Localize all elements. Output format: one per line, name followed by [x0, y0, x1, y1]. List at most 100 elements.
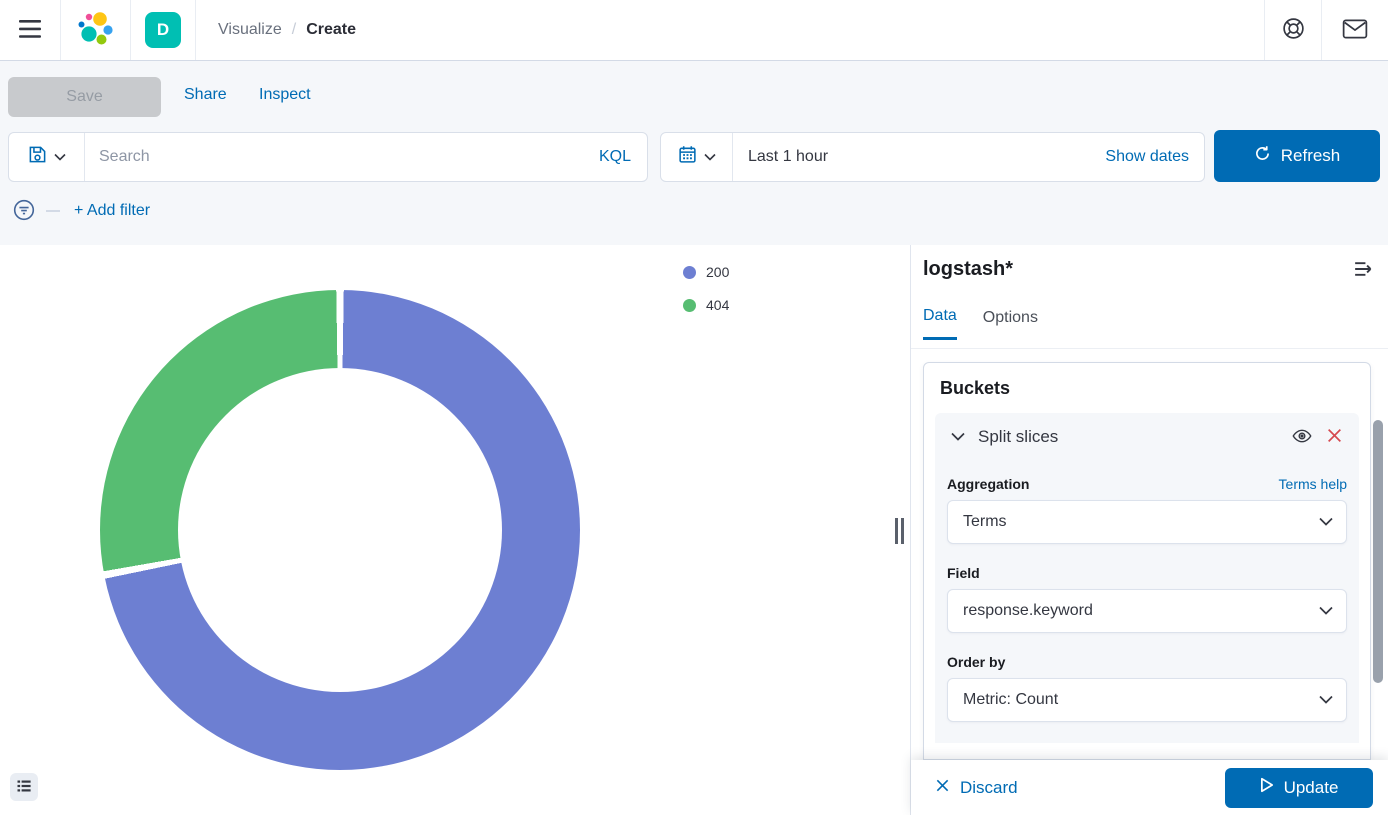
header-divider — [1321, 0, 1322, 60]
breadcrumb-visualize[interactable]: Visualize — [218, 21, 282, 38]
field-select-value: response.keyword — [963, 602, 1093, 619]
visualization-panel: 200 404 — [0, 245, 890, 815]
search-bar: KQL — [8, 132, 648, 182]
aggregation-field-group: Aggregation Terms help Terms — [947, 476, 1347, 544]
menu-right-icon — [1353, 262, 1374, 281]
legend-label-200: 200 — [706, 264, 730, 280]
header-right-actions — [1264, 0, 1388, 60]
legend-item-404[interactable]: 404 — [683, 295, 729, 315]
space-selector-button[interactable]: D — [131, 0, 195, 60]
field-select[interactable]: response.keyword — [947, 589, 1347, 633]
buckets-heading: Buckets — [940, 378, 1011, 398]
add-filter-button[interactable]: + Add filter — [70, 202, 154, 220]
legend-label-404: 404 — [706, 297, 730, 313]
header-divider — [60, 0, 61, 60]
split-slices-label: Split slices — [978, 427, 1059, 446]
time-range-button[interactable]: Last 1 hour — [733, 148, 1090, 166]
play-icon — [1260, 777, 1274, 798]
legend-swatch-200 — [683, 265, 696, 279]
order-by-select[interactable]: Metric: Count — [947, 678, 1347, 722]
donut-chart[interactable] — [100, 290, 580, 770]
chevron-down-icon — [703, 148, 716, 166]
header-divider — [195, 0, 196, 60]
legend-item-200[interactable]: 200 — [683, 262, 729, 282]
refresh-button[interactable]: Refresh — [1214, 130, 1380, 182]
breadcrumb-create: Create — [306, 21, 357, 38]
share-button[interactable]: Share — [184, 86, 227, 103]
chevron-down-icon — [53, 148, 66, 166]
elastic-logo-icon — [77, 10, 115, 51]
remove-bucket-button[interactable] — [1326, 427, 1343, 447]
hamburger-icon — [19, 19, 41, 41]
search-input[interactable] — [85, 148, 583, 166]
mail-icon — [1342, 18, 1368, 43]
split-slices-body: Aggregation Terms help Terms Field — [935, 461, 1359, 722]
chevron-down-icon — [1319, 691, 1333, 709]
filter-circle-icon — [12, 198, 36, 225]
breadcrumb: Visualize / Create — [196, 0, 356, 60]
editor-footer: Discard Update — [911, 760, 1388, 815]
help-button[interactable] — [1265, 0, 1321, 60]
buckets-card: Buckets Split slices — [923, 362, 1371, 760]
save-button[interactable]: Save — [8, 77, 161, 117]
kql-language-button[interactable]: KQL — [583, 148, 647, 166]
save-query-icon — [28, 145, 47, 169]
update-button-label: Update — [1283, 777, 1339, 797]
space-badge: D — [145, 12, 181, 48]
toggle-visibility-button[interactable] — [1291, 425, 1313, 450]
list-icon — [16, 778, 32, 797]
calendar-icon — [678, 145, 697, 169]
show-dates-button[interactable]: Show dates — [1090, 148, 1204, 166]
saved-query-menu-button[interactable] — [9, 133, 85, 181]
tab-data[interactable]: Data — [923, 307, 957, 340]
order-by-field-group: Order by Metric: Count — [947, 654, 1347, 722]
index-pattern-title: logstash* — [923, 258, 1014, 280]
order-by-select-value: Metric: Count — [963, 691, 1059, 708]
aggregation-label: Aggregation — [947, 476, 1030, 492]
discard-button-label: Discard — [960, 777, 1018, 797]
visualization-editor-panel: logstash* Data Options Buckets Split sli… — [910, 245, 1388, 815]
split-slices-header[interactable]: Split slices — [935, 413, 1359, 461]
tabs-divider — [911, 348, 1388, 349]
terms-help-link[interactable]: Terms help — [1278, 476, 1347, 492]
chevron-down-icon — [1319, 513, 1333, 531]
field-label: Field — [947, 565, 980, 581]
header-divider — [1264, 0, 1265, 60]
date-quick-select-button[interactable] — [661, 133, 733, 181]
split-slices-accordion: Split slices — [935, 413, 1359, 743]
chevron-down-icon — [1319, 602, 1333, 620]
chart-legend: 200 404 — [683, 262, 729, 328]
discard-x-icon — [935, 778, 950, 798]
editor-tabs: Data Options — [923, 307, 1038, 340]
refresh-button-label: Refresh — [1280, 146, 1341, 165]
date-picker-bar: Last 1 hour Show dates — [660, 132, 1205, 182]
order-by-label: Order by — [947, 654, 1006, 670]
refresh-icon — [1254, 145, 1271, 167]
panel-scrollbar[interactable] — [1373, 420, 1383, 683]
field-field-group: Field response.keyword — [947, 565, 1347, 633]
discard-button[interactable]: Discard — [935, 778, 1018, 798]
newsfeed-button[interactable] — [1322, 0, 1388, 60]
filter-divider-dash — [46, 210, 60, 212]
panel-resizer-handle[interactable] — [891, 517, 907, 545]
legend-toggle-button[interactable] — [10, 773, 38, 801]
app-header: D Visualize / Create — [0, 0, 1388, 61]
header-divider — [130, 0, 131, 60]
breadcrumb-separator: / — [291, 21, 297, 38]
legend-swatch-404 — [683, 298, 696, 312]
help-lifering-icon — [1281, 16, 1306, 44]
filter-bar: + Add filter — [12, 198, 154, 224]
aggregation-select-value: Terms — [963, 513, 1007, 530]
eye-icon — [1291, 425, 1313, 450]
elastic-home-button[interactable] — [61, 0, 130, 60]
menu-button[interactable] — [0, 0, 60, 60]
collapse-panel-button[interactable] — [1353, 260, 1374, 281]
tab-options[interactable]: Options — [983, 307, 1038, 340]
inspect-button[interactable]: Inspect — [259, 86, 311, 103]
close-icon — [1326, 427, 1343, 447]
aggregation-select[interactable]: Terms — [947, 500, 1347, 544]
filter-options-button[interactable] — [12, 198, 36, 225]
update-button[interactable]: Update — [1225, 767, 1373, 808]
chevron-down-icon — [951, 428, 965, 446]
